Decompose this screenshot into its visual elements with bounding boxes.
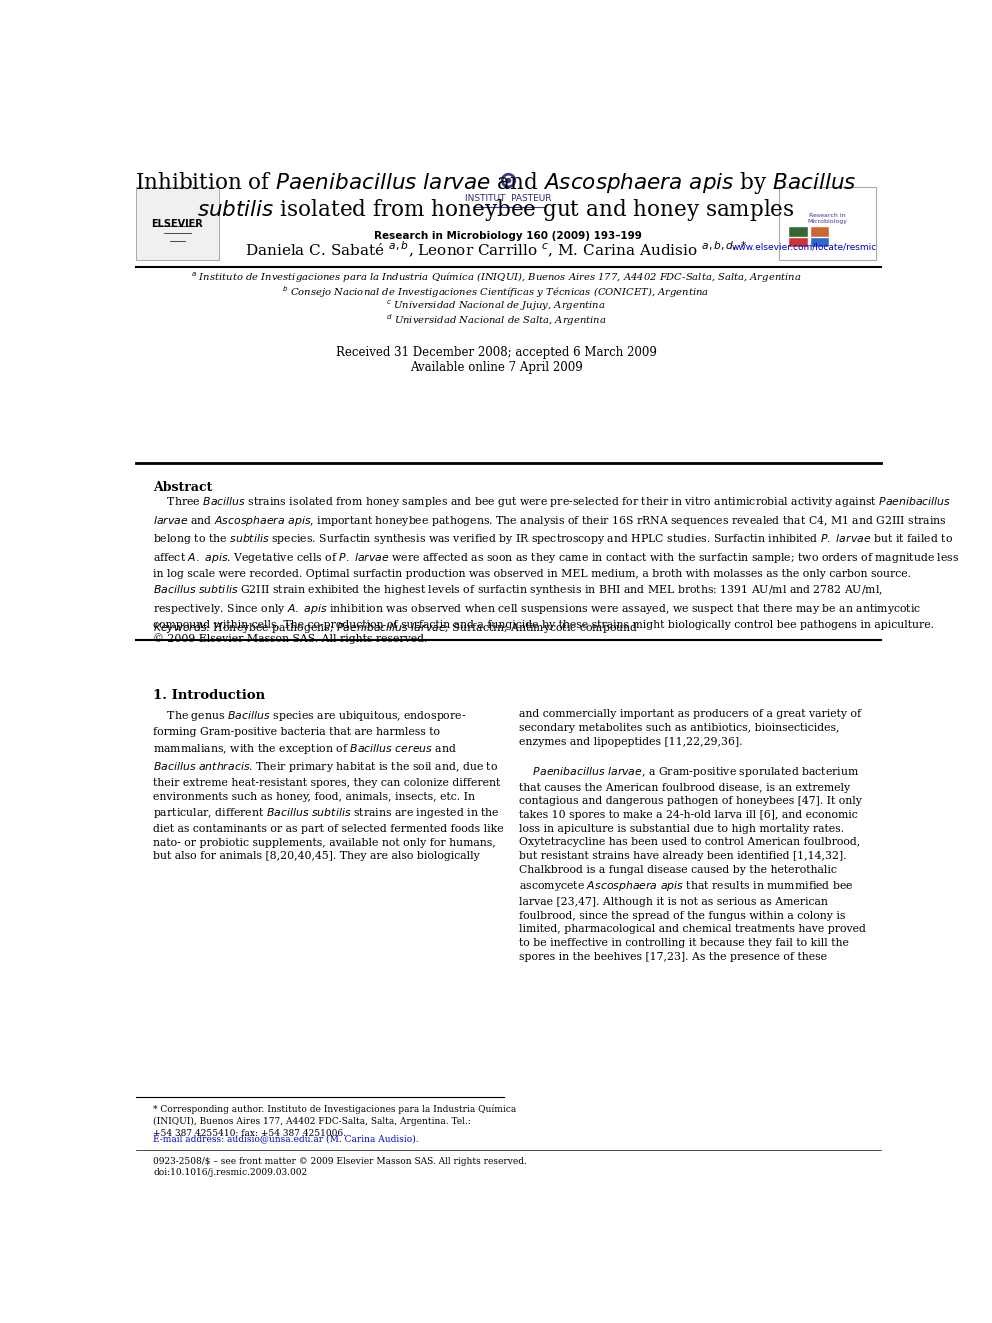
Bar <box>810 228 829 237</box>
Text: $\it{Keywords}$: Honeybee pathogens; $\it{Paenibacillus\ larvae}$; Surfactin; An: $\it{Keywords}$: Honeybee pathogens; $\i… <box>154 620 639 635</box>
Text: * Corresponding author. Instituto de Investigaciones para la Industria Química
(: * Corresponding author. Instituto de Inv… <box>154 1105 517 1138</box>
Text: $^{a}$ Instituto de Investigaciones para la Industria Química (INIQUI), Buenos A: $^{a}$ Instituto de Investigaciones para… <box>190 271 802 286</box>
Text: doi:10.1016/j.resmic.2009.03.002: doi:10.1016/j.resmic.2009.03.002 <box>154 1168 308 1177</box>
Text: ELSEVIER: ELSEVIER <box>152 220 203 229</box>
Text: Three $\it{Bacillus}$ strains isolated from honey samples and bee gut were pre-s: Three $\it{Bacillus}$ strains isolated f… <box>154 495 960 644</box>
Text: $\it{subtilis}$ isolated from honeybee gut and honey samples: $\it{subtilis}$ isolated from honeybee g… <box>197 197 795 224</box>
Text: $^{c}$ Universidad Nacional de Jujuy, Argentina: $^{c}$ Universidad Nacional de Jujuy, Ar… <box>386 299 606 314</box>
Bar <box>789 238 807 247</box>
Text: Daniela C. Sabaté $^{a,b}$, Leonor Carrillo $^{c}$, M. Carina Audisio $^{a,b,d,*: Daniela C. Sabaté $^{a,b}$, Leonor Carri… <box>245 239 747 261</box>
Text: $^{b}$ Consejo Nacional de Investigaciones Científicas y Técnicas (CONICET), Arg: $^{b}$ Consejo Nacional de Investigacion… <box>283 284 709 300</box>
Text: Research in Microbiology 160 (2009) 193–199: Research in Microbiology 160 (2009) 193–… <box>374 230 643 241</box>
Text: 1. Introduction: 1. Introduction <box>154 688 266 701</box>
Bar <box>136 188 219 261</box>
Bar <box>789 228 807 237</box>
Text: www.elsevier.com/locate/resmic: www.elsevier.com/locate/resmic <box>732 243 877 251</box>
Text: INSTITUT  PASTEUR: INSTITUT PASTEUR <box>465 194 552 204</box>
Text: E-mail address: audisio@unsa.edu.ar (M. Carina Audisio).: E-mail address: audisio@unsa.edu.ar (M. … <box>154 1134 419 1143</box>
Text: Inhibition of $\it{Paenibacillus\ larvae}$ and $\it{Ascosphaera\ apis}$ by $\it{: Inhibition of $\it{Paenibacillus\ larvae… <box>135 169 857 196</box>
Text: 0923-2508/$ – see front matter © 2009 Elsevier Masson SAS. All rights reserved.: 0923-2508/$ – see front matter © 2009 El… <box>154 1158 528 1167</box>
Text: Abstract: Abstract <box>154 480 213 493</box>
Text: $^{d}$ Universidad Nacional de Salta, Argentina: $^{d}$ Universidad Nacional de Salta, Ar… <box>386 312 606 328</box>
Text: The genus $\it{Bacillus}$ species are ubiquitous, endospore-
forming Gram-positi: The genus $\it{Bacillus}$ species are ub… <box>154 709 504 861</box>
Bar <box>810 238 829 247</box>
Text: Available online 7 April 2009: Available online 7 April 2009 <box>410 360 582 373</box>
Text: Research in
Microbiology: Research in Microbiology <box>806 213 847 224</box>
Text: Received 31 December 2008; accepted 6 March 2009: Received 31 December 2008; accepted 6 Ma… <box>335 345 657 359</box>
Bar <box>779 188 876 261</box>
Text: and commercially important as producers of a great variety of
secondary metaboli: and commercially important as producers … <box>519 709 866 962</box>
